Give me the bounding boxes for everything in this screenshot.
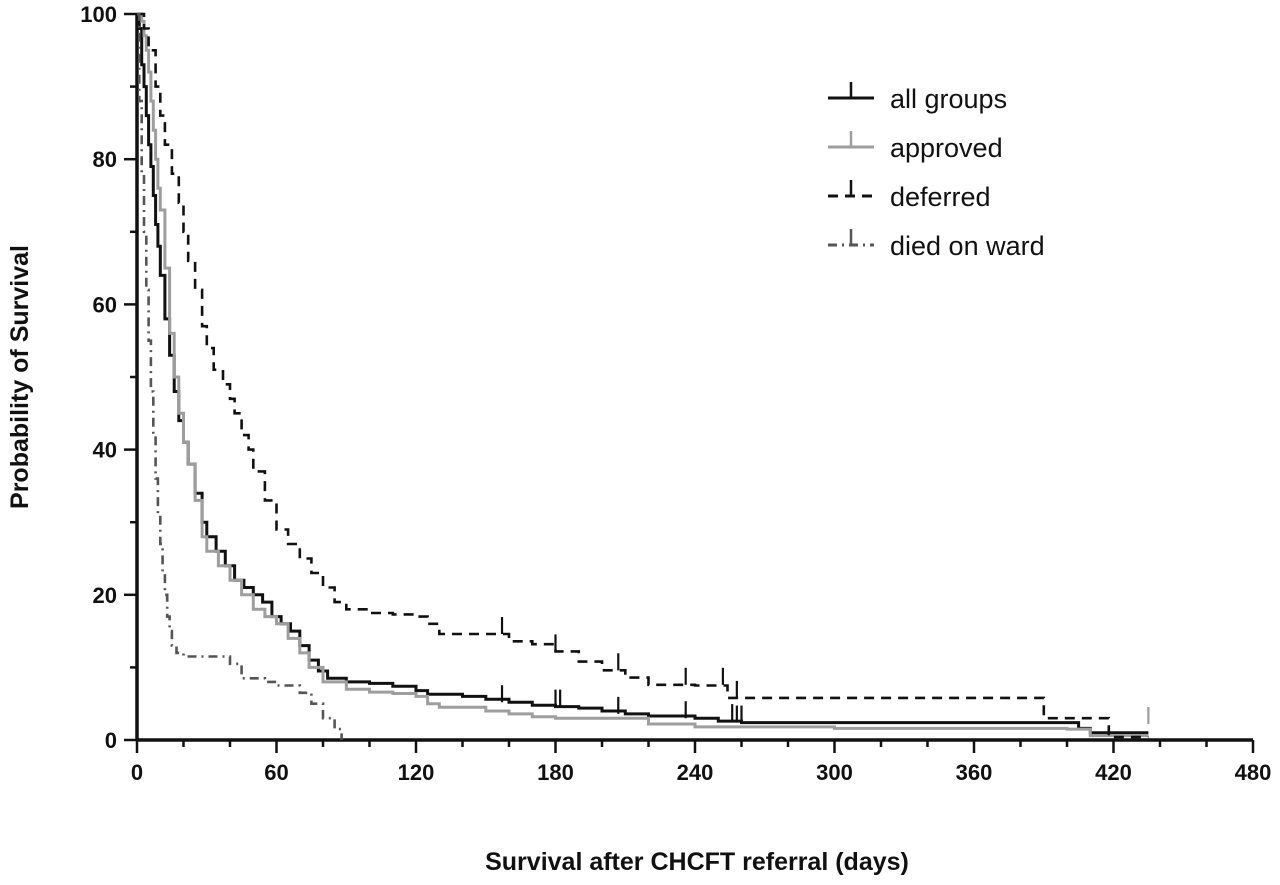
legend-item: died on ward [828, 229, 1045, 261]
y-tick-label: 0 [105, 728, 117, 753]
legend-label: deferred [890, 182, 991, 212]
y-tick-label: 40 [93, 438, 117, 463]
x-tick-label: 300 [816, 760, 853, 785]
series-line-3 [137, 12, 343, 740]
series-line-2 [137, 12, 1149, 739]
legend: all groups approved deferred died on ward [828, 82, 1045, 261]
y-axis-title: Probability of Survival [6, 245, 34, 509]
x-tick-label: 480 [1235, 760, 1272, 785]
y-tick-label: 80 [93, 147, 117, 172]
legend-label: died on ward [890, 231, 1045, 261]
x-tick-label: 420 [1095, 760, 1132, 785]
series-lines [137, 12, 1150, 740]
legend-item: deferred [828, 180, 991, 212]
x-tick-label: 360 [956, 760, 993, 785]
y-tick-label: 100 [80, 2, 117, 27]
x-tick-label: 0 [131, 760, 143, 785]
legend-label: approved [890, 133, 1003, 163]
series-line-1 [137, 12, 1149, 738]
axes [135, 14, 1253, 742]
x-tick-label: 60 [264, 760, 288, 785]
tick-marks: 0 60 120 180 240 300 360 420 480 0 20 40 60 80 100 [80, 2, 1271, 785]
legend-item: all groups [828, 82, 1007, 114]
legend-item: approved [828, 131, 1003, 163]
x-tick-label: 120 [398, 760, 435, 785]
y-tick-label: 60 [93, 292, 117, 317]
legend-label: all groups [890, 84, 1007, 114]
x-tick-label: 240 [677, 760, 714, 785]
x-tick-label: 180 [537, 760, 574, 785]
y-tick-label: 20 [93, 583, 117, 608]
x-axis-title: Survival after CHCFT referral (days) [485, 848, 909, 876]
